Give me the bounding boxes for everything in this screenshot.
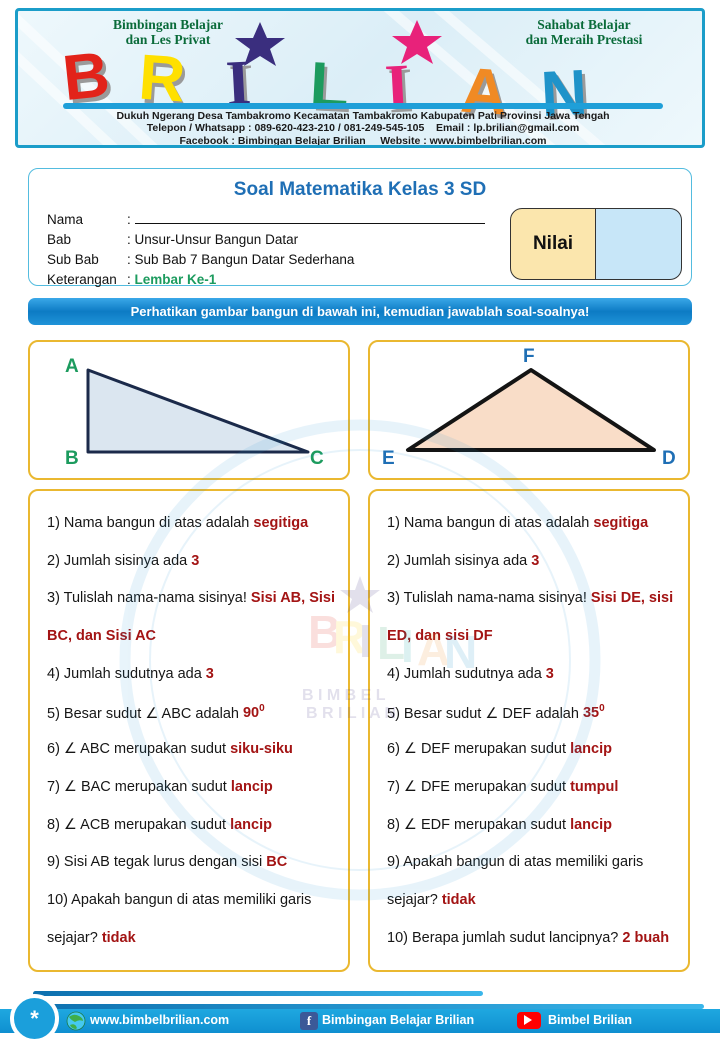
svg-text:F: F	[523, 346, 535, 367]
svg-text:D: D	[662, 448, 676, 469]
svg-text:E: E	[382, 448, 395, 469]
svg-text:C: C	[310, 448, 324, 469]
svg-text:A: A	[65, 356, 79, 377]
svg-text:B: B	[65, 448, 79, 469]
